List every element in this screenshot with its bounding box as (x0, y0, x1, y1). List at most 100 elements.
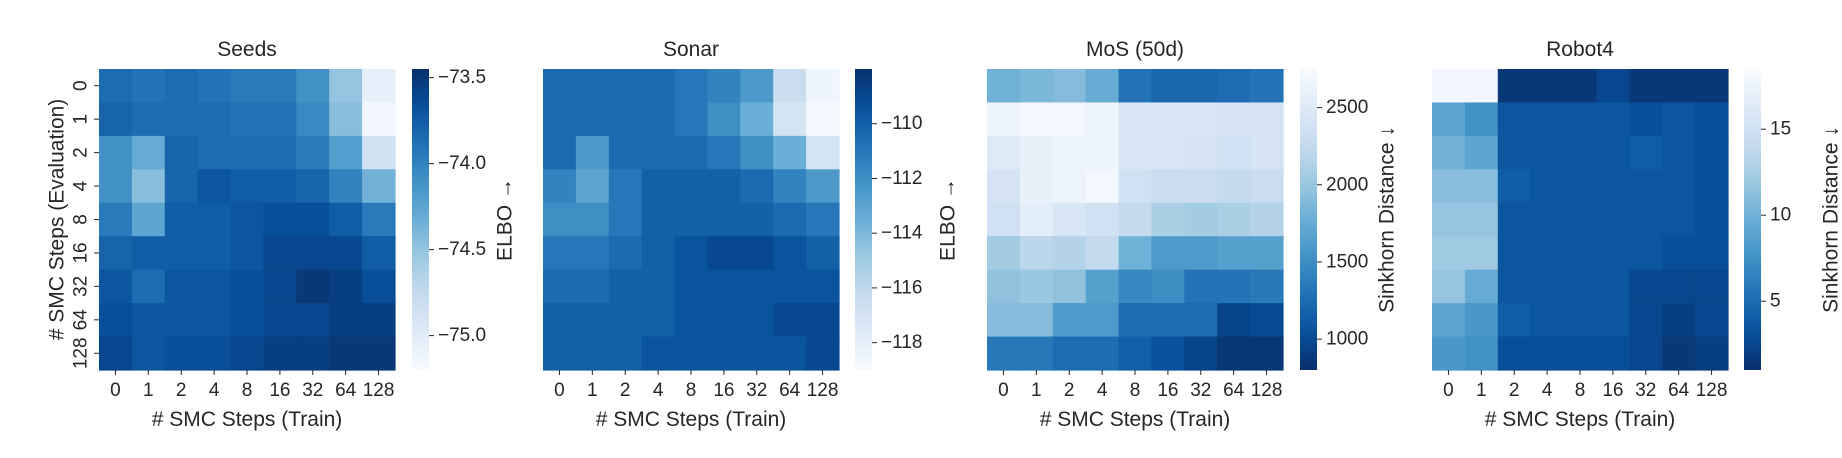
colorbar-tick-label: −74.5 (438, 239, 486, 260)
heatmap-cell (362, 236, 396, 271)
heatmap-cell (674, 336, 709, 371)
heatmap-cell (1184, 169, 1218, 204)
heatmap-cell (197, 303, 232, 338)
y-axis-label: # SMC Steps (Evaluation) (46, 99, 69, 341)
heatmap-cell (1629, 236, 1663, 271)
heatmap-cell (164, 269, 199, 304)
heatmap-cell (197, 169, 232, 204)
heatmap-cell (1184, 269, 1218, 304)
heatmap-cell (1184, 202, 1218, 237)
heatmap-cell (230, 102, 265, 137)
heatmap-cell (987, 135, 1021, 170)
x-tick-label: 32 (746, 380, 767, 401)
heatmap-cell (773, 69, 807, 104)
heatmap-cell (806, 135, 840, 170)
heatmap-cell (1250, 102, 1284, 137)
heatmap-cell (1118, 236, 1153, 271)
heatmap-cell (296, 303, 330, 338)
heatmap-cell (99, 269, 133, 304)
x-tick-label: 4 (209, 380, 220, 401)
heatmap-cell (707, 336, 741, 371)
heatmap-cell (1052, 69, 1087, 104)
x-tick-label: 0 (1443, 380, 1454, 401)
x-tick-label: 2 (176, 380, 187, 401)
heatmap-cell (197, 102, 232, 137)
heatmap-cell (1085, 236, 1120, 271)
colorbar-label: Sinkhorn Distance ↓ (1376, 126, 1399, 313)
heatmap-cell (987, 269, 1021, 304)
heatmap-cell (543, 336, 577, 371)
heatmap-cell (99, 102, 133, 137)
heatmap-cell (1530, 135, 1565, 170)
heatmap-cell (1217, 169, 1251, 204)
heatmap-cell (1629, 169, 1663, 204)
heatmap-cell (1596, 336, 1630, 371)
heatmap-cell (362, 269, 396, 304)
heatmap-cell (1629, 202, 1663, 237)
heatmap-cell (1151, 336, 1185, 371)
heatmap-cell (1497, 135, 1532, 170)
heatmap-cell (1118, 336, 1153, 371)
heatmap-cell (1184, 336, 1218, 371)
heatmap-cell (1151, 236, 1185, 271)
colorbar-label: Sinkhorn Distance ↓ (1820, 126, 1842, 313)
heatmap-cell (263, 135, 297, 170)
y-tick-label: 4 (71, 180, 92, 191)
heatmap-cell (1184, 69, 1218, 104)
heatmap-cell (543, 102, 577, 137)
heatmap-cell (164, 169, 199, 204)
heatmap-cell (1250, 303, 1284, 338)
heatmap-cell (1019, 135, 1054, 170)
x-tick-label: 1 (587, 380, 598, 401)
heatmap-cell (296, 236, 330, 271)
heatmap-cell (1530, 236, 1565, 271)
heatmap-cell (131, 69, 166, 104)
heatmap-cell (1052, 269, 1087, 304)
heatmap-cell (1019, 236, 1054, 271)
x-tick-label: 8 (242, 380, 253, 401)
heatmap-cell (263, 169, 297, 204)
heatmap-cell (296, 135, 330, 170)
colorbar-tick-label: 2500 (1326, 97, 1368, 118)
heatmap-cell (806, 69, 840, 104)
heatmap-cell (1695, 336, 1729, 371)
heatmap-cell (1464, 336, 1499, 371)
heatmap-cell (1217, 336, 1251, 371)
heatmap-cell (1151, 102, 1185, 137)
heatmap-cell (608, 336, 643, 371)
heatmap-cell (1432, 102, 1466, 137)
heatmap-cell (131, 236, 166, 271)
heatmap-cell (1250, 269, 1284, 304)
heatmap-cell (99, 202, 133, 237)
heatmap-cell (773, 135, 807, 170)
heatmap-cell (99, 236, 133, 271)
heatmap-cell (1085, 69, 1120, 104)
heatmap-cell (987, 303, 1021, 338)
heatmap-cell (1432, 336, 1466, 371)
x-tick-label: 64 (1223, 380, 1245, 401)
heatmap-cell (1464, 135, 1499, 170)
x-tick-label: 0 (110, 380, 121, 401)
heatmap-cell (1497, 69, 1532, 104)
heatmap-cell (329, 69, 363, 104)
heatmap-cell (641, 336, 676, 371)
heatmap-cell (1085, 202, 1120, 237)
colorbar-tick-label: −116 (881, 277, 922, 298)
heatmap-cell (1151, 135, 1185, 170)
heatmap-cell (773, 102, 807, 137)
heatmap-cell (641, 135, 676, 170)
heatmap-cell (987, 202, 1021, 237)
heatmap-cell (230, 303, 265, 338)
colorbar-tick-label: 1000 (1326, 329, 1368, 350)
y-tick-label: 64 (71, 309, 92, 331)
heatmap-cell (1019, 269, 1054, 304)
heatmap-cell (1497, 102, 1532, 137)
heatmap-cell (740, 69, 774, 104)
heatmap-cell (1464, 236, 1499, 271)
heatmap-cell (362, 202, 396, 237)
heatmap-cell (263, 303, 297, 338)
heatmap-cell (1217, 269, 1251, 304)
heatmap-cell (773, 202, 807, 237)
heatmap-cell (1085, 303, 1120, 338)
heatmap-cell (131, 135, 166, 170)
